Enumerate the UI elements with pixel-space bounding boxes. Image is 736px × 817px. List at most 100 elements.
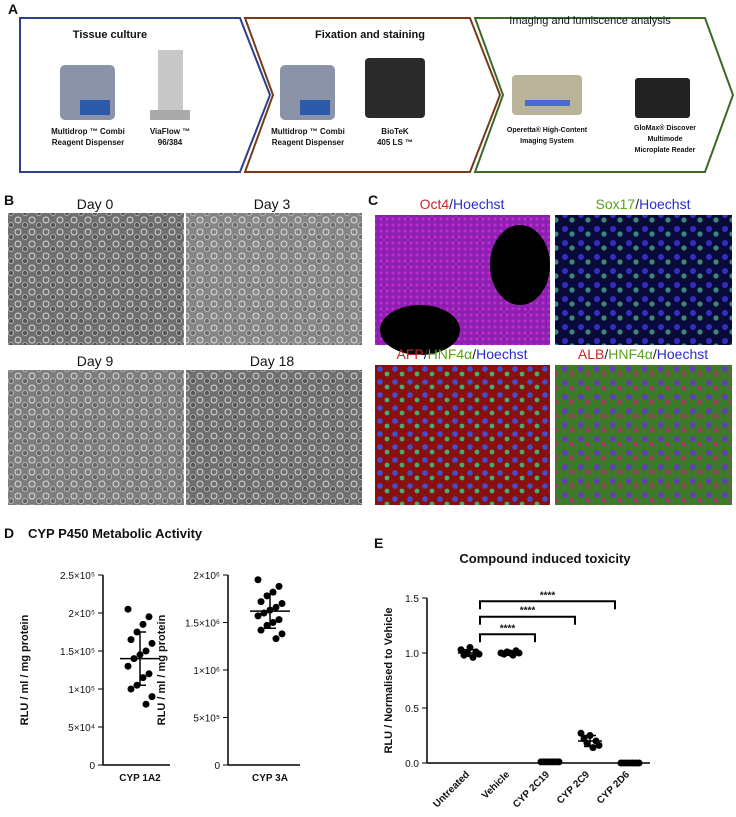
y-tick-label: 1×10⁶ [193,666,220,677]
device-label: Multidrop ™ Combi [51,127,125,136]
data-point [272,635,280,643]
y-axis-label: RLU / ml / mg protein [19,614,31,725]
data-point [142,647,150,655]
x-tick-label: Untreated [431,769,472,810]
micrograph [375,365,550,505]
data-point [254,576,262,584]
device-label: Reagent Dispenser [52,138,124,147]
stain-name: / [424,346,428,362]
y-axis-label: RLU / Normalised to Vehicle [383,607,395,753]
micrograph-label: Oct4/Hoechst [420,196,505,212]
error-bar [134,631,146,686]
data-point [595,741,603,749]
micrograph [555,365,732,505]
stain-name: / [653,346,657,362]
step-outline [473,17,735,173]
panel-label: C [368,192,378,208]
data-point [145,670,153,678]
y-tick-label: 1.5 [405,594,419,605]
panel-label: E [374,535,383,551]
data-point [127,636,135,644]
micrograph-label: Day 18 [250,353,295,369]
significance-bracket [479,633,536,643]
data-point [148,693,156,701]
y-tick-label: 1.0 [405,649,419,660]
data-point [142,700,150,708]
y-tick-label: 0 [214,761,220,772]
x-tick-label: CYP 2C19 [511,769,552,810]
error-bar [264,593,276,629]
stain-name: Hoechst [657,346,708,362]
device-label: ViaFlow ™ [150,127,190,136]
data-point [457,646,465,654]
micrograph [555,215,732,345]
stain-name: / [449,196,453,212]
data-point [124,605,132,613]
stain-name: Sox17 [596,196,636,212]
data-point [139,620,147,628]
x-tick-label: CYP 3A [252,773,288,784]
y-tick-label: 1.5×10⁶ [185,619,220,630]
y-tick-label: 5×10⁵ [193,714,220,725]
step-title: Imaging and lumiscence analysis [509,15,671,27]
device-label: Reagent Dispenser [272,138,344,147]
micrograph [8,370,184,505]
x-tick-label: CYP 2C9 [555,769,592,806]
y-tick-label: 1×10⁵ [68,685,95,696]
panel-label: A [8,1,18,17]
micrograph-gap [380,305,460,355]
data-point [278,630,286,638]
significance-label: **** [540,590,556,601]
stain-name: Oct4 [420,196,450,212]
data-point [257,626,265,634]
data-point [145,613,153,621]
error-bar [464,648,476,658]
device-label: 96/384 [158,138,183,147]
device-label: Multimode [648,136,683,143]
figure-title: CYP P450 Metabolic Activity [28,526,203,541]
micrograph-label: ALB/HNF4α/Hoechst [578,346,708,362]
x-tick-label: CYP 2D6 [595,769,632,806]
data-point [272,603,280,611]
stain-name: HNF4α [428,346,473,362]
panel-label: D [4,525,14,541]
error-bar [544,760,556,764]
stain-name: ALB [578,346,604,362]
micrograph [8,213,184,345]
device-icons [60,50,690,120]
device-label: Microplate Reader [635,147,696,154]
data-point [148,639,156,647]
stain-name: Hoechst [476,346,527,362]
x-tick-label: CYP 1A2 [119,773,161,784]
stain-name: Hoechst [453,196,504,212]
stain-name: HNF4α [608,346,653,362]
micrograph-label: Day 3 [254,196,291,212]
micrograph [186,370,362,505]
panel-label: B [4,192,14,208]
data-point [275,616,283,624]
y-axis-label: RLU / ml / mg protein [156,614,168,725]
step-title: Fixation and staining [315,29,425,41]
micrographs [8,213,732,505]
chart-title: Compound induced toxicity [459,551,631,566]
data-point [278,600,286,607]
data-point [269,619,277,626]
data-point [124,662,132,670]
step-outline [19,17,272,173]
y-tick-label: 0.5 [405,704,419,715]
device-label: BioTeK [381,127,409,136]
micrograph-gap [490,225,550,305]
device-label: Operetta® High-Content [507,126,588,134]
significance-bracket [479,615,576,625]
micrograph-label: AFP/HNF4α/Hoechst [396,346,527,362]
error-bar [504,650,516,656]
stain-name: / [635,196,639,212]
stain-name: AFP [396,346,423,362]
significance-label: **** [520,606,536,617]
y-tick-label: 0.0 [405,759,419,770]
micrograph [186,213,362,345]
significance-label: **** [500,623,516,634]
significance-bracket [479,600,616,610]
stain-name: / [604,346,608,362]
stain-name: Hoechst [639,196,690,212]
